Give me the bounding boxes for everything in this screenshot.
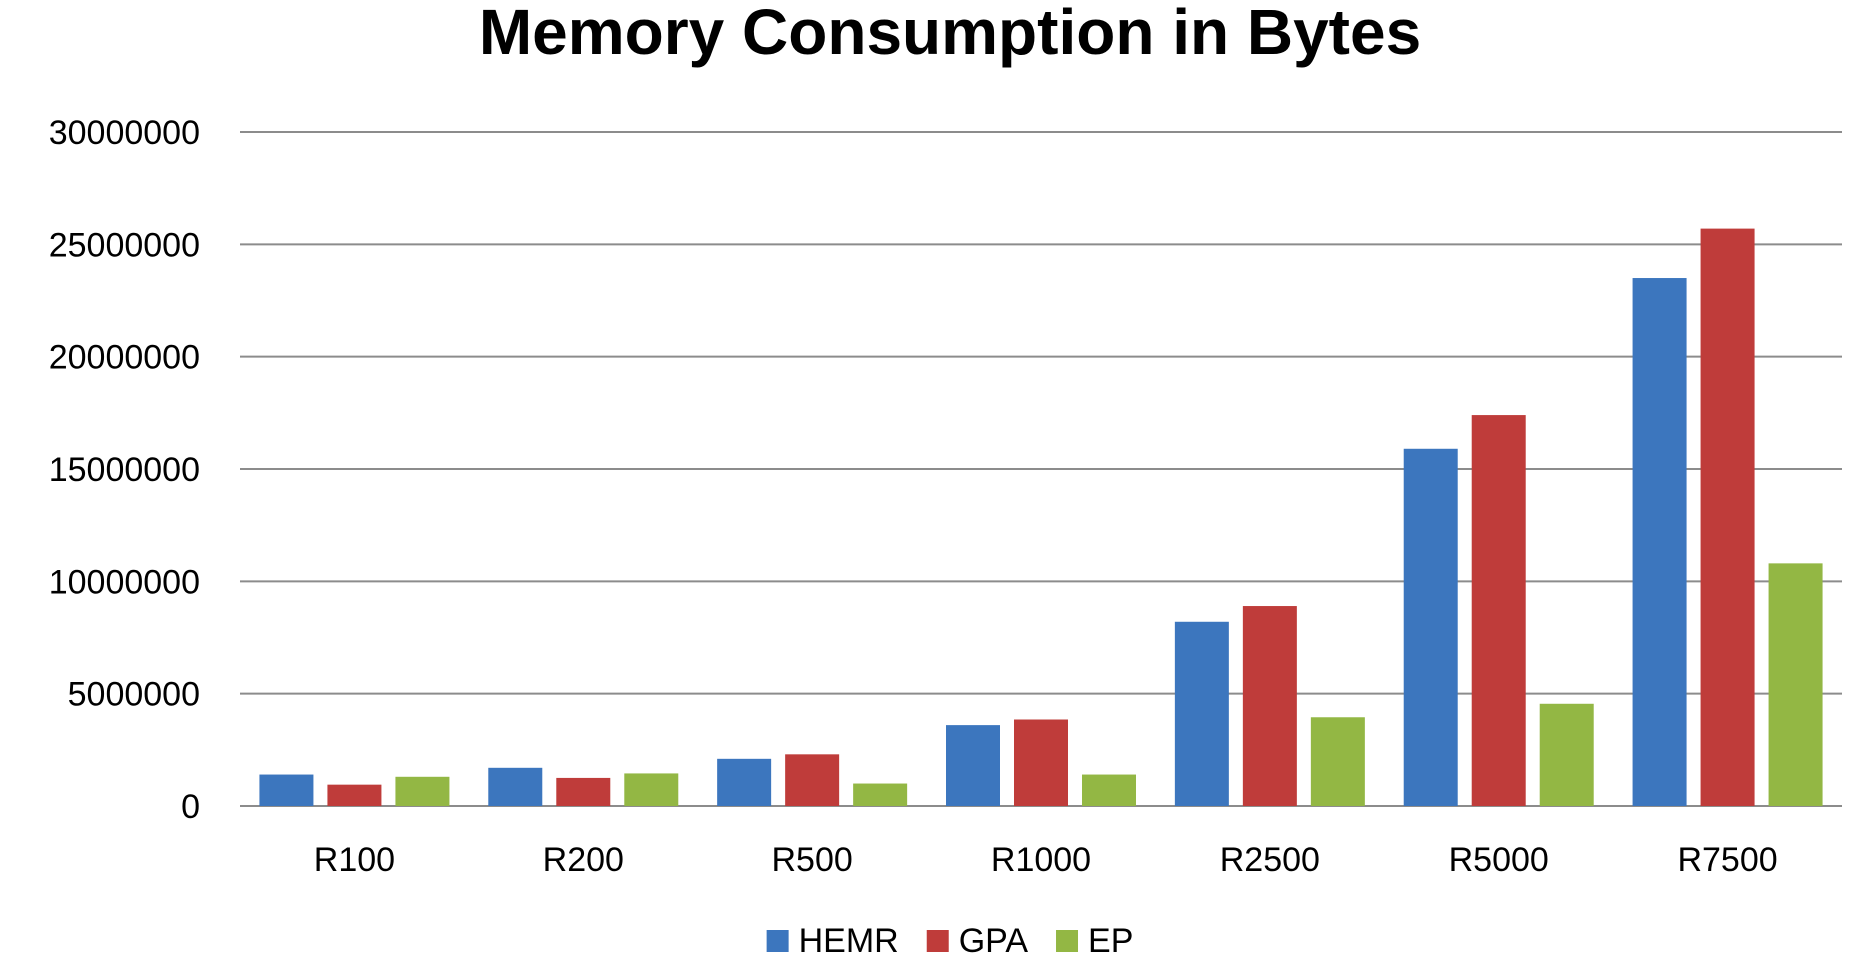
legend-swatch-gpa xyxy=(926,930,949,952)
bar-hemr-r500 xyxy=(717,758,772,806)
bar-gpa-r7500 xyxy=(1700,228,1755,806)
bar-hemr-r5000 xyxy=(1403,448,1458,806)
legend-label-gpa: GPA xyxy=(959,922,1029,960)
bar-ep-r200 xyxy=(624,773,679,806)
legend: HEMR GPA EP xyxy=(766,922,1133,960)
y-tick-label: 10000000 xyxy=(49,563,200,601)
bar-gpa-r5000 xyxy=(1471,415,1526,806)
y-tick-label: 20000000 xyxy=(49,339,200,377)
bar-ep-r2500 xyxy=(1310,717,1365,806)
y-tick-label: 0 xyxy=(181,788,200,826)
y-tick-label: 15000000 xyxy=(49,451,200,489)
bar-gpa-r1000 xyxy=(1014,719,1068,806)
legend-label-ep: EP xyxy=(1088,922,1133,960)
bar-hemr-r7500 xyxy=(1632,278,1687,806)
x-tick-label: R2500 xyxy=(1220,841,1320,879)
bar-ep-r500 xyxy=(853,783,908,806)
y-axis-ticks: 0 5000000 10000000 15000000 20000000 25000000… xyxy=(49,114,200,826)
bars xyxy=(259,228,1823,806)
chart-title: Memory Consumption in Bytes xyxy=(479,0,1421,68)
bar-hemr-r2500 xyxy=(1174,621,1229,806)
y-tick-label: 30000000 xyxy=(49,114,200,152)
y-tick-label: 25000000 xyxy=(49,226,200,264)
x-tick-label: R500 xyxy=(772,841,853,879)
y-tick-label: 5000000 xyxy=(68,676,200,714)
x-tick-label: R1000 xyxy=(991,841,1091,879)
legend-swatch-ep xyxy=(1056,930,1079,952)
x-axis-ticks: R100 R200 R500 R1000 R2500 R5000 R7500 xyxy=(314,841,1778,879)
bar-hemr-r1000 xyxy=(946,725,1000,806)
bar-ep-r5000 xyxy=(1539,703,1594,806)
x-tick-label: R5000 xyxy=(1449,841,1549,879)
legend-label-hemr: HEMR xyxy=(799,922,899,960)
bar-gpa-r500 xyxy=(785,754,840,806)
bar-ep-r7500 xyxy=(1768,563,1823,806)
x-tick-label: R100 xyxy=(314,841,395,879)
x-tick-label: R7500 xyxy=(1677,841,1777,879)
bar-gpa-r100 xyxy=(327,784,382,806)
bar-hemr-r200 xyxy=(488,767,543,806)
bar-ep-r1000 xyxy=(1082,774,1136,806)
gridlines xyxy=(240,131,1842,807)
bar-ep-r100 xyxy=(395,776,450,806)
bar-gpa-r200 xyxy=(556,777,611,806)
bar-hemr-r100 xyxy=(259,774,314,806)
legend-swatch-hemr xyxy=(766,930,789,952)
bar-gpa-r2500 xyxy=(1242,606,1297,806)
x-tick-label: R200 xyxy=(543,841,624,879)
